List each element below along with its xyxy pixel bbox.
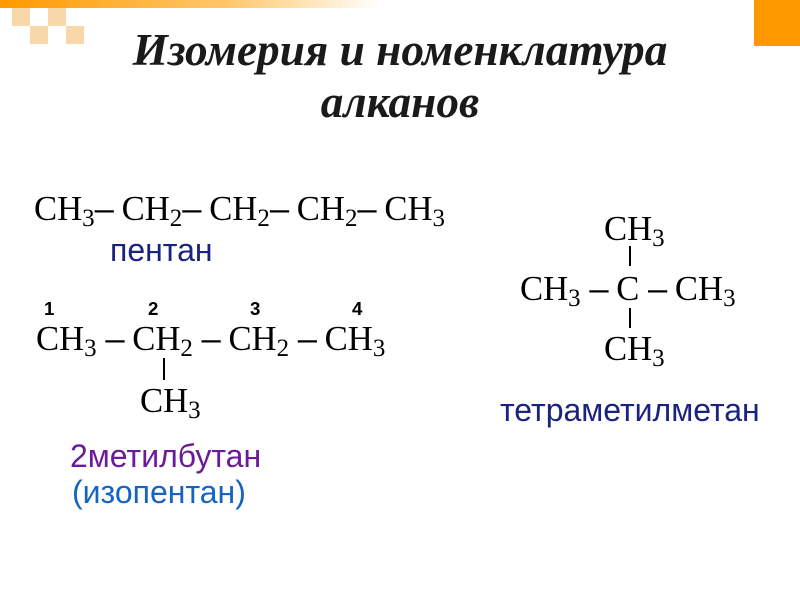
tmm-label: тетраметилметан (500, 392, 760, 429)
tmm-mid: CH3 – C – CH3 (520, 270, 736, 313)
pentane-label: пентан (110, 232, 213, 269)
tmm-bottom: CH3 (604, 330, 665, 373)
methylbutane-branch-bond (163, 358, 165, 380)
chain-number-2: 2 (148, 298, 158, 320)
methylbutane-formula: CH3 – CH2 – CH2 – CH3 (36, 320, 385, 363)
top-gradient-line (0, 0, 380, 8)
methylbutane-label: 2метилбутан (70, 438, 261, 475)
title-line1: Изомерия и номенклатура (133, 25, 668, 75)
chain-number-4: 4 (352, 298, 362, 320)
tmm-bond-bottom (629, 308, 631, 328)
methylbutane-branch: CH3 (140, 382, 201, 425)
diagram-stage: CH3– CH2– CH2– CH2– CH3 пентан 1 2 3 4 C… (0, 160, 800, 600)
pentane-formula: CH3– CH2– CH2– CH2– CH3 (34, 190, 445, 233)
title-line2: алканов (321, 77, 480, 127)
tmm-bond-top (629, 246, 631, 266)
chain-number-3: 3 (250, 298, 260, 320)
slide-title: Изомерия и номенклатура алканов (0, 24, 800, 128)
chain-number-1: 1 (44, 298, 54, 320)
isopentane-label: (изопентан) (72, 474, 246, 511)
tmm-top: CH3 (604, 210, 665, 253)
